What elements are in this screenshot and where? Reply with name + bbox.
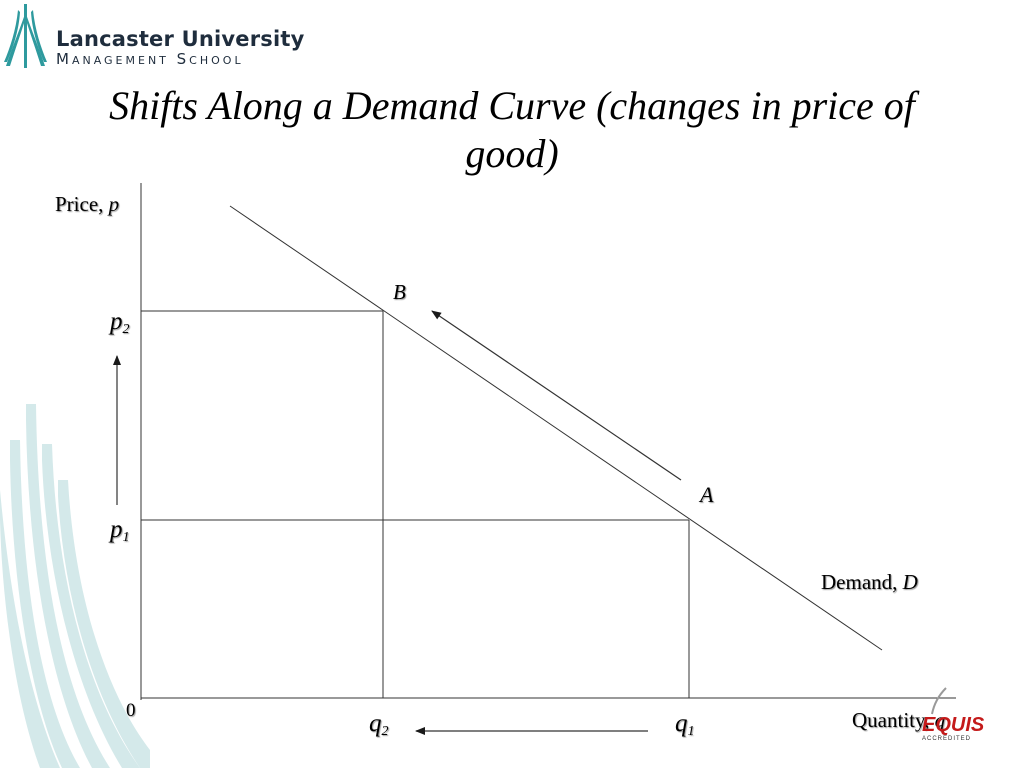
logo-subtitle: Management School [56, 50, 244, 68]
equis-badge: EQUIS ACCREDITED [910, 686, 990, 750]
logo-mark-icon [4, 4, 47, 68]
p2-subscript: 2 [122, 322, 130, 337]
slide-title: Shifts Along a Demand Curve (changes in … [109, 83, 915, 176]
q2-subscript: 2 [381, 724, 389, 739]
equis-swoosh-icon [931, 687, 947, 715]
demand-curve [229, 205, 883, 651]
x-axis-symbol: q [934, 708, 946, 732]
point-a-label: A [700, 482, 714, 507]
q2-label: q2 [369, 710, 389, 740]
demand-curve-label-text: Demand, [821, 570, 903, 594]
q1-label: q1 [675, 710, 695, 740]
x-axis-label: Quantity, q [852, 708, 945, 733]
p1-subscript: 1 [122, 530, 130, 545]
p1-label: p1 [110, 516, 130, 546]
q1-base: q [675, 710, 688, 737]
movement-arrow [431, 310, 682, 481]
q2-base: q [369, 710, 382, 737]
equis-accredited: ACCREDITED [922, 736, 972, 742]
p1-base: p [110, 516, 123, 543]
demand-curve-label: Demand, D [821, 570, 918, 595]
logo-name: Lancaster University [56, 27, 305, 51]
q1-subscript: 1 [687, 724, 695, 739]
origin-label: 0 [126, 700, 136, 721]
p2-base: p [110, 308, 123, 335]
y-axis-symbol: p [108, 192, 120, 216]
demand-curve-symbol: D [902, 570, 918, 594]
p2-label: p2 [110, 308, 130, 338]
point-b-label: B [393, 280, 406, 304]
decorative-stripes [0, 404, 150, 768]
y-axis-label: Price, p [55, 192, 119, 217]
equis-name: EQUIS [922, 714, 985, 736]
x-axis-label-text: Quantity, [852, 708, 935, 732]
y-axis-label-text: Price, [55, 192, 109, 216]
university-logo: Lancaster University Management School [4, 0, 344, 72]
